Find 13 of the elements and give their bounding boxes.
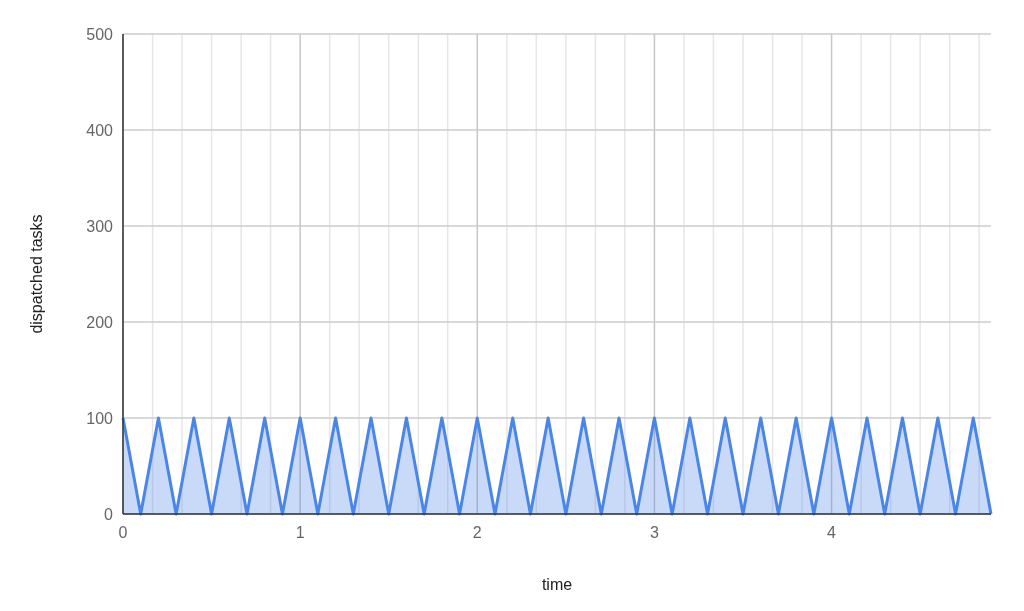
y-tick-label: 0: [104, 505, 114, 523]
x-axis-title: time: [541, 576, 573, 593]
y-axis-title: dispatched tasks: [28, 214, 45, 334]
x-tick-label: 3: [649, 524, 659, 541]
y-tick-label: 100: [86, 409, 114, 427]
x-tick-label: 4: [827, 524, 837, 541]
x-tick-label: 1: [295, 524, 305, 541]
y-tick-label: 300: [86, 217, 114, 235]
y-tick-label: 400: [86, 121, 114, 139]
y-tick-label: 500: [86, 25, 114, 43]
x-tick-label: 0: [118, 524, 128, 541]
x-tick-label: 2: [472, 524, 482, 541]
y-tick-label: 200: [86, 313, 114, 331]
